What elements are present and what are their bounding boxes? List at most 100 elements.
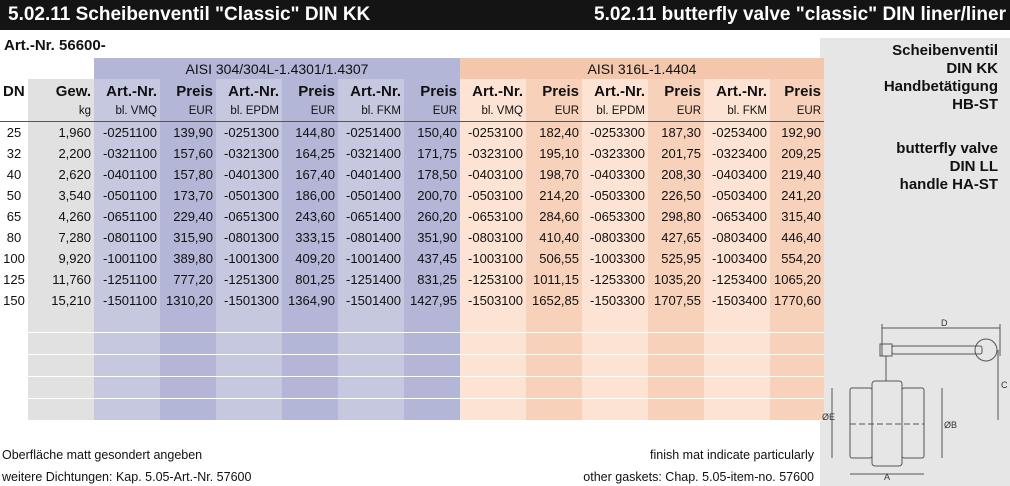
cell-dn: 80 (0, 227, 28, 248)
empty-cell (526, 398, 582, 421)
empty-cell (648, 332, 704, 355)
cell-price: 525,95 (648, 248, 704, 269)
col-price: Preis (160, 79, 216, 100)
cell-weight: 4,260 (28, 206, 94, 227)
col-art: Art.-Nr. (94, 79, 160, 100)
cell-art: -0251100 (94, 121, 160, 143)
cell-weight: 11,760 (28, 269, 94, 290)
empty-cell (582, 398, 648, 421)
empty-cell (0, 376, 28, 399)
cell-price: 192,90 (770, 121, 824, 143)
sub-blank (0, 100, 28, 122)
table-row: 50 3,540 -0501100 173,70 -0501300 186,00 -0501… (0, 185, 824, 206)
cell-art: -0501300 (216, 185, 282, 206)
empty-cell (28, 376, 94, 399)
cell-price: 1652,85 (526, 290, 582, 311)
col-art: Art.-Nr. (460, 79, 526, 100)
col-price: Preis (404, 79, 460, 100)
table-row: 40 2,620 -0401100 157,80 -0401300 167,40 -0401… (0, 164, 824, 185)
empty-cell (526, 376, 582, 399)
empty-cell (338, 332, 404, 355)
empty-cell (28, 354, 94, 377)
sidebar-de-line: Scheibenventil (892, 42, 998, 59)
cell-price: 801,25 (282, 269, 338, 290)
cell-price: 243,60 (282, 206, 338, 227)
cell-price: 1310,20 (160, 290, 216, 311)
sub-epdm: bl. EPDM (216, 100, 282, 122)
empty-cell (704, 354, 770, 377)
cell-weight: 7,280 (28, 227, 94, 248)
empty-cell (282, 354, 338, 377)
cell-price: 1364,90 (282, 290, 338, 311)
cell-price: 1427,95 (404, 290, 460, 311)
col-dn: DN (0, 79, 28, 100)
cell-price: 187,30 (648, 121, 704, 143)
drawing-label-b: ØB (944, 420, 957, 430)
empty-cell (404, 398, 460, 421)
col-art: Art.-Nr. (704, 79, 770, 100)
cell-price: 1770,60 (770, 290, 824, 311)
empty-cell (28, 332, 94, 355)
cell-dn: 40 (0, 164, 28, 185)
cell-price: 389,80 (160, 248, 216, 269)
cell-art: -0503300 (582, 185, 648, 206)
cell-price: 186,00 (282, 185, 338, 206)
empty-cell (216, 332, 282, 355)
empty-cell (770, 332, 824, 355)
cell-art: -0803400 (704, 227, 770, 248)
cell-price: 831,25 (404, 269, 460, 290)
cell-price: 200,70 (404, 185, 460, 206)
empty-cell (160, 354, 216, 377)
sidebar-de-line: Handbetätigung (883, 78, 998, 95)
cell-art: -0501400 (338, 185, 404, 206)
cell-art: -0801400 (338, 227, 404, 248)
empty-cell (404, 354, 460, 377)
cell-price: 351,90 (404, 227, 460, 248)
cell-price: 777,20 (160, 269, 216, 290)
empty-cell (460, 332, 526, 355)
table-row: 100 9,920 -1001100 389,80 -1001300 409,20 -100… (0, 248, 824, 269)
cell-price: 315,40 (770, 206, 824, 227)
empty-cell (648, 354, 704, 377)
cell-art: -1253100 (460, 269, 526, 290)
cell-art: -0651300 (216, 206, 282, 227)
empty-cell (94, 354, 160, 377)
cell-price: 554,20 (770, 248, 824, 269)
col-art: Art.-Nr. (582, 79, 648, 100)
cell-art: -0501100 (94, 185, 160, 206)
title-english: 5.02.11 butterfly valve "classic" DIN li… (594, 4, 1006, 25)
col-art: Art.-Nr. (338, 79, 404, 100)
col-price: Preis (526, 79, 582, 100)
cell-price: 171,75 (404, 143, 460, 164)
handle-ring (974, 338, 998, 362)
cell-price: 226,50 (648, 185, 704, 206)
cell-art: -0321100 (94, 143, 160, 164)
sub-vmq: bl. VMQ (460, 100, 526, 122)
sub-vmq: bl. VMQ (94, 100, 160, 122)
empty-cell (648, 376, 704, 399)
cell-art: -0653100 (460, 206, 526, 227)
cell-price: 214,20 (526, 185, 582, 206)
cell-price: 284,60 (526, 206, 582, 227)
empty-cell (28, 311, 94, 333)
cell-art: -1001400 (338, 248, 404, 269)
cell-weight: 2,620 (28, 164, 94, 185)
drawing-label-d: D (941, 318, 948, 328)
drawing-label-e: ØE (822, 412, 835, 422)
empty-cell (704, 398, 770, 421)
cell-dn: 25 (0, 121, 28, 143)
cell-price: 150,40 (404, 121, 460, 143)
cell-price: 241,20 (770, 185, 824, 206)
sub-eur: EUR (160, 100, 216, 122)
empty-cell (338, 354, 404, 377)
cell-price: 208,30 (648, 164, 704, 185)
col-art: Art.-Nr. (216, 79, 282, 100)
empty-cell (160, 376, 216, 399)
cell-price: 157,80 (160, 164, 216, 185)
col-price: Preis (770, 79, 824, 100)
cell-price: 260,20 (404, 206, 460, 227)
cell-price: 139,90 (160, 121, 216, 143)
cell-art: -1503100 (460, 290, 526, 311)
empty-cell (0, 398, 28, 421)
empty-cell (216, 398, 282, 421)
